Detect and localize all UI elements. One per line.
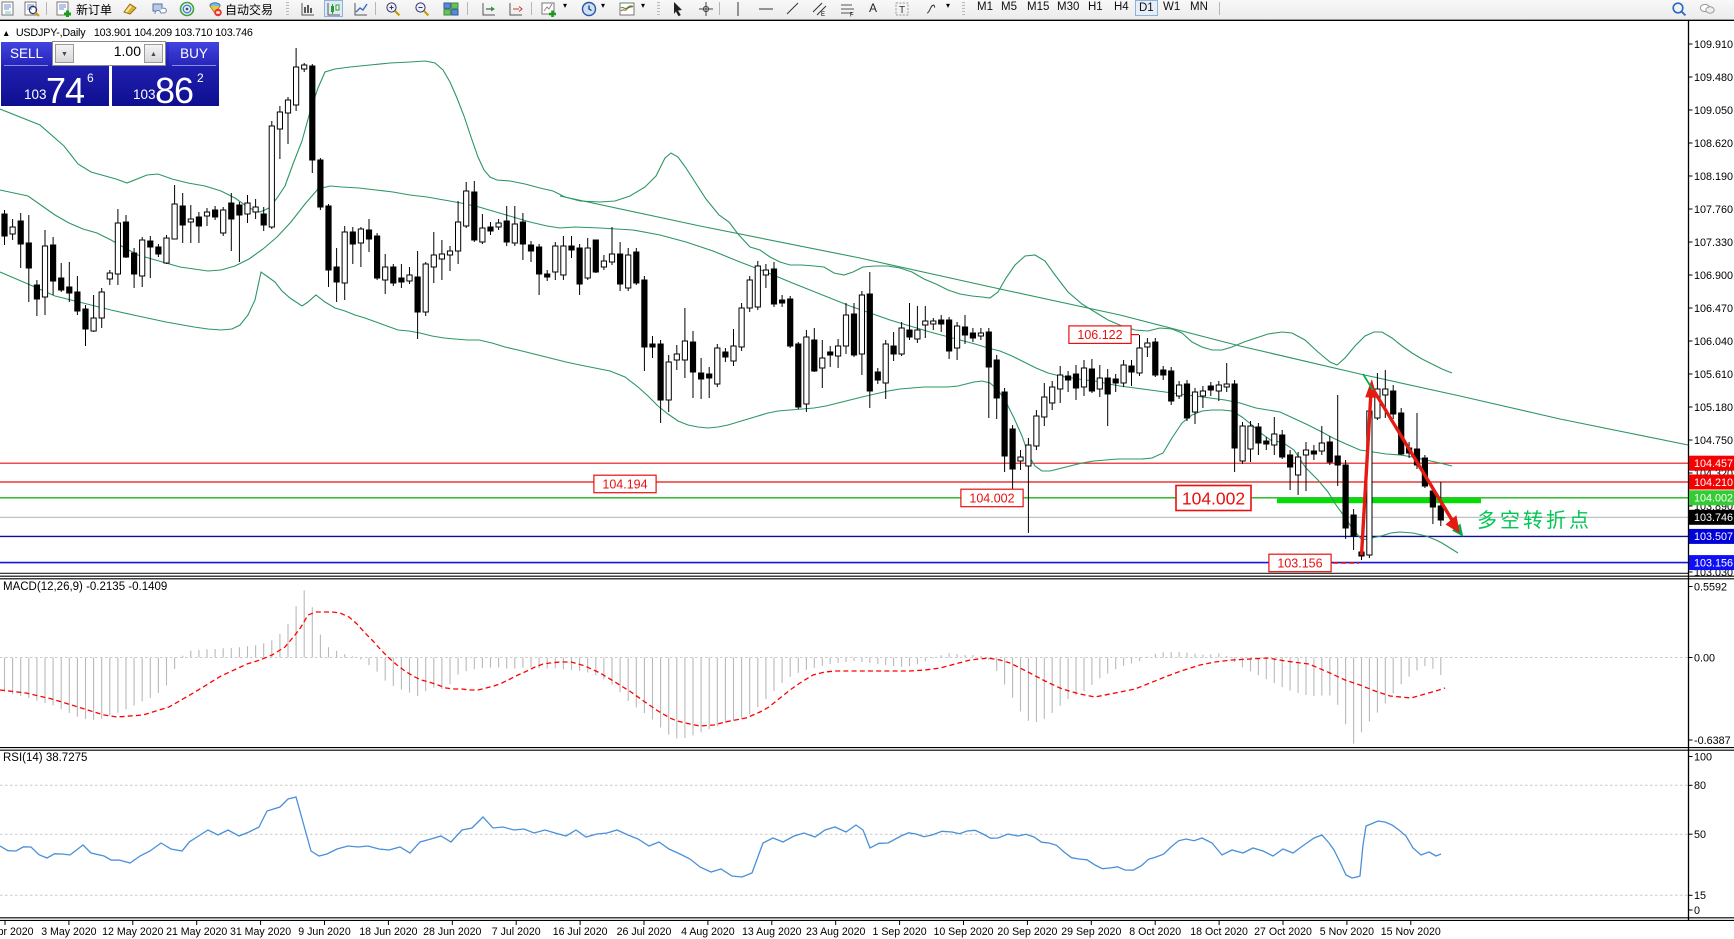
svg-text:106.900: 106.900 xyxy=(1694,270,1733,282)
svg-text:27 Oct 2020: 27 Oct 2020 xyxy=(1254,926,1312,938)
svg-text:107.760: 107.760 xyxy=(1694,204,1733,216)
svg-text:104.002: 104.002 xyxy=(969,492,1014,506)
svg-text:80: 80 xyxy=(1694,780,1706,792)
svg-text:109.050: 109.050 xyxy=(1694,105,1733,117)
svg-text:50: 50 xyxy=(1694,829,1706,841)
svg-text:15 Nov 2020: 15 Nov 2020 xyxy=(1381,926,1441,938)
svg-text:0: 0 xyxy=(1694,905,1700,917)
svg-text:-0.6387: -0.6387 xyxy=(1694,735,1731,747)
svg-text:28 Jun 2020: 28 Jun 2020 xyxy=(423,926,481,938)
svg-text:103.156: 103.156 xyxy=(1277,557,1322,571)
svg-text:105.180: 105.180 xyxy=(1694,402,1733,414)
svg-text:9 Jun 2020: 9 Jun 2020 xyxy=(298,926,351,938)
svg-text:21 May 2020: 21 May 2020 xyxy=(166,926,227,938)
svg-text:E: E xyxy=(821,12,825,17)
svg-text:31 May 2020: 31 May 2020 xyxy=(230,926,291,938)
svg-text:108.620: 108.620 xyxy=(1694,138,1733,150)
svg-text:104.457: 104.457 xyxy=(1694,458,1733,470)
svg-text:103.746: 103.746 xyxy=(1694,512,1733,524)
svg-text:MACD(12,26,9) -0.2135 -0.1409: MACD(12,26,9) -0.2135 -0.1409 xyxy=(3,581,167,593)
svg-text:4 Aug 2020: 4 Aug 2020 xyxy=(681,926,735,938)
svg-text:103.156: 103.156 xyxy=(1694,557,1733,569)
svg-text:23 Apr 2020: 23 Apr 2020 xyxy=(0,926,34,938)
svg-text:10 Sep 2020: 10 Sep 2020 xyxy=(933,926,993,938)
svg-text:RSI(14) 38.7275: RSI(14) 38.7275 xyxy=(3,752,87,764)
svg-text:104.194: 104.194 xyxy=(602,478,647,492)
svg-text:15: 15 xyxy=(1694,890,1706,902)
svg-text:20 Sep 2020: 20 Sep 2020 xyxy=(997,926,1057,938)
svg-text:23 Aug 2020: 23 Aug 2020 xyxy=(806,926,866,938)
svg-text:多空转折点: 多空转折点 xyxy=(1477,509,1592,532)
svg-text:107.330: 107.330 xyxy=(1694,237,1733,249)
svg-text:F: F xyxy=(850,13,854,18)
svg-text:109.910: 109.910 xyxy=(1694,39,1733,51)
svg-text:106.040: 106.040 xyxy=(1694,336,1733,348)
svg-text:104.002: 104.002 xyxy=(1694,493,1733,505)
svg-text:100: 100 xyxy=(1694,751,1712,763)
svg-text:16 Jul 2020: 16 Jul 2020 xyxy=(553,926,608,938)
svg-text:0.00: 0.00 xyxy=(1694,652,1715,664)
svg-text:12 May 2020: 12 May 2020 xyxy=(102,926,163,938)
svg-text:103.507: 103.507 xyxy=(1694,531,1733,543)
svg-text:1 Sep 2020: 1 Sep 2020 xyxy=(872,926,926,938)
svg-text:8 Oct 2020: 8 Oct 2020 xyxy=(1129,926,1181,938)
svg-text:7 Jul 2020: 7 Jul 2020 xyxy=(492,926,541,938)
svg-text:109.480: 109.480 xyxy=(1694,72,1733,84)
svg-text:5 Nov 2020: 5 Nov 2020 xyxy=(1320,926,1374,938)
svg-text:3 May 2020: 3 May 2020 xyxy=(41,926,96,938)
svg-text:18 Jun 2020: 18 Jun 2020 xyxy=(359,926,417,938)
svg-text:0.5592: 0.5592 xyxy=(1694,581,1727,593)
svg-text:104.210: 104.210 xyxy=(1694,477,1733,489)
svg-text:104.002: 104.002 xyxy=(1182,489,1245,509)
svg-text:105.610: 105.610 xyxy=(1694,369,1733,381)
svg-text:26 Jul 2020: 26 Jul 2020 xyxy=(617,926,672,938)
svg-text:13 Aug 2020: 13 Aug 2020 xyxy=(742,926,802,938)
svg-text:106.470: 106.470 xyxy=(1694,303,1733,315)
svg-text:106.122: 106.122 xyxy=(1077,328,1122,342)
svg-text:T: T xyxy=(899,5,905,16)
svg-text:18 Oct 2020: 18 Oct 2020 xyxy=(1190,926,1248,938)
svg-text:29 Sep 2020: 29 Sep 2020 xyxy=(1061,926,1121,938)
svg-text:108.190: 108.190 xyxy=(1694,171,1733,183)
svg-text:104.750: 104.750 xyxy=(1694,435,1733,447)
